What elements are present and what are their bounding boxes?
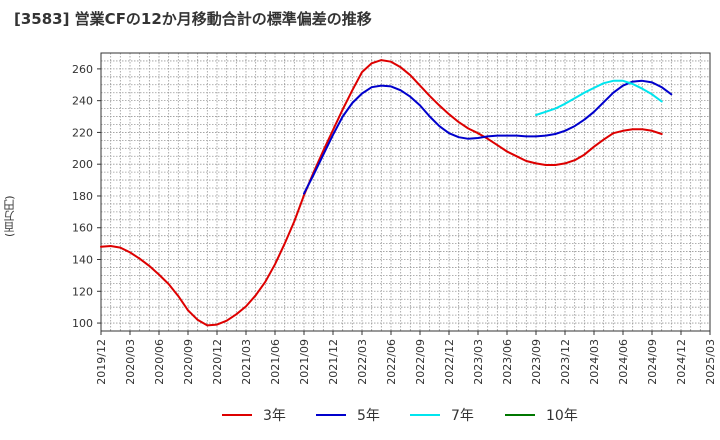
y-tick-label: 260: [72, 63, 93, 76]
x-tick-label: 2023/06: [501, 339, 514, 385]
x-tick-label: 2020/03: [124, 339, 137, 385]
grid-lines: [101, 53, 710, 331]
x-tick-label: 2024/12: [675, 339, 688, 385]
x-tick-label: 2021/12: [327, 339, 340, 385]
x-tick-label: 2021/09: [298, 339, 311, 385]
series-layer: [100, 59, 673, 327]
x-tick-label: 2022/12: [443, 339, 456, 385]
y-tick-label: 200: [72, 158, 93, 171]
x-tick-label: 2019/12: [95, 339, 108, 385]
y-tick-label: 100: [72, 317, 93, 330]
y-tick-label: 240: [72, 95, 93, 108]
plot-area: [100, 52, 711, 332]
x-tick-label: 2020/06: [153, 339, 166, 385]
x-tick-label: 2023/03: [472, 339, 485, 385]
y-tick-label: 180: [72, 190, 93, 203]
x-tick-label: 2024/09: [646, 339, 659, 385]
x-tick-label: 2025/03: [704, 339, 717, 385]
x-tick-label: 2022/06: [385, 339, 398, 385]
x-tick-label: 2024/06: [617, 339, 630, 385]
x-tick-label: 2022/03: [356, 339, 369, 385]
legend-label: 10年: [546, 408, 578, 424]
y-tick-label: 160: [72, 222, 93, 235]
x-tick-label: 2021/06: [269, 339, 282, 385]
x-tick-label: 2021/03: [240, 339, 253, 385]
legend-label: 5年: [357, 408, 380, 424]
series-line: [535, 79, 663, 116]
y-tick-label: 220: [72, 126, 93, 139]
x-tick-label: 2023/09: [530, 339, 543, 385]
legend-label: 3年: [263, 408, 286, 424]
y-ticks: 100 120 140 160 180 200 220 240 260: [72, 63, 101, 330]
y-tick-label: 120: [72, 285, 93, 298]
chart-title: [3583] 営業CFの12か月移動合計の標準偏差の推移: [14, 10, 372, 28]
series-line: [303, 79, 673, 195]
y-tick-label: 140: [72, 254, 93, 267]
x-tick-label: 2022/09: [414, 339, 427, 385]
x-tick-label: 2023/12: [559, 339, 572, 385]
x-tick-label: 2024/03: [588, 339, 601, 385]
legend-label: 7年: [451, 408, 474, 424]
x-ticks: 2019/12 2020/03 2020/06 2020/09 2020/12 2021/…: [95, 331, 717, 385]
legend: 3年 5年 7年 10年: [222, 408, 578, 424]
x-tick-label: 2020/09: [182, 339, 195, 385]
series-line: [100, 59, 663, 327]
x-tick-label: 2020/12: [211, 339, 224, 385]
